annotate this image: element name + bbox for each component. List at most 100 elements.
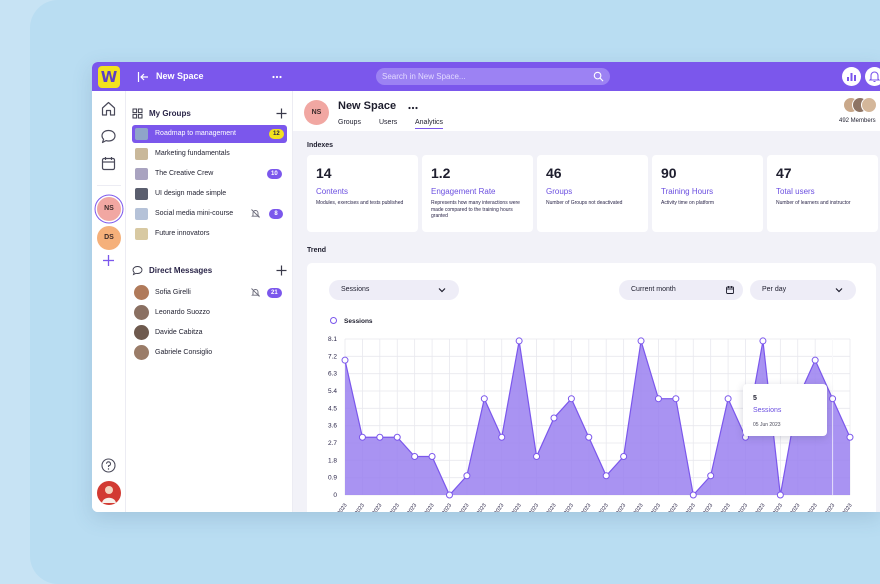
tab-groups[interactable]: Groups (338, 119, 361, 126)
chart-tooltip: 5 Sessions 05 Jun 2023 (743, 384, 827, 436)
chat-icon[interactable] (100, 128, 117, 145)
stat-description: Activity time on platform (661, 200, 715, 206)
group-thumbnail (135, 228, 148, 240)
space-avatar-ns[interactable]: NS (97, 197, 121, 221)
metric-select[interactable]: Sessions (329, 280, 459, 300)
data-point (811, 356, 819, 364)
indexes-title: Indexes (307, 142, 334, 149)
period-select-value: Current month (631, 286, 676, 293)
period-select[interactable]: Current month (619, 280, 743, 300)
user-avatar[interactable] (97, 481, 121, 505)
group-label: UI design made simple (155, 190, 227, 197)
stat-value: 1.2 (431, 165, 451, 181)
group-label: Future innovators (155, 230, 210, 237)
dm-item[interactable]: Leonardo Suozzo (132, 304, 287, 322)
y-tick-label: 5.4 (328, 388, 337, 395)
data-point (620, 452, 628, 460)
group-item[interactable]: Roadmap to management 12 (132, 125, 287, 143)
data-point (411, 452, 419, 460)
stat-card-groups[interactable]: 46 Groups Number of Groups not deactivat… (537, 155, 648, 232)
group-item[interactable]: UI design made simple (132, 185, 287, 203)
group-item[interactable]: The Creative Crew 10 (132, 165, 287, 183)
data-point (498, 433, 506, 441)
stat-label: Groups (546, 187, 573, 196)
data-point (846, 433, 854, 441)
legend-label[interactable]: Sessions (344, 318, 373, 325)
granularity-select[interactable]: Per day (750, 280, 856, 300)
tooltip-value: 5 (753, 395, 757, 402)
more-horizontal-icon[interactable] (272, 75, 282, 79)
space-avatar: NS (304, 100, 329, 125)
collapse-sidebar-icon[interactable] (137, 71, 149, 83)
group-thumbnail (135, 148, 148, 160)
data-point (637, 337, 645, 345)
group-label: Roadmap to management (155, 130, 236, 137)
space-menu-icon[interactable] (408, 106, 418, 110)
data-point (376, 433, 384, 441)
direct-messages-title: Direct Messages (149, 266, 213, 275)
dm-avatar (134, 285, 149, 300)
search-input[interactable] (382, 68, 582, 85)
search-icon[interactable] (593, 71, 604, 82)
add-space-icon[interactable] (100, 252, 117, 269)
stat-label: Training Hours (661, 187, 714, 196)
stat-value: 46 (546, 165, 562, 181)
y-tick-label: 8.1 (328, 336, 337, 343)
unread-badge: 10 (267, 169, 282, 179)
space-avatar-ds[interactable]: DS (97, 226, 121, 250)
dm-item[interactable]: Davide Cabitza (132, 324, 287, 342)
group-item[interactable]: Marketing fundamentals (132, 145, 287, 163)
data-point (393, 433, 401, 441)
stat-card-total-users[interactable]: 47 Total users Number of learners and in… (767, 155, 878, 232)
groups-panel: My Groups Roadmap to management 12 Marke… (126, 91, 293, 512)
granularity-select-value: Per day (762, 286, 787, 293)
y-tick-label: 6.3 (328, 371, 337, 378)
data-point (689, 491, 697, 499)
data-point (358, 433, 366, 441)
dm-item[interactable]: Gabriele Consiglio (132, 344, 287, 362)
data-point (724, 395, 732, 403)
data-point (654, 395, 662, 403)
tooltip-series: Sessions (753, 407, 782, 414)
space-title: New Space (338, 100, 397, 112)
data-point (567, 395, 575, 403)
add-message-icon[interactable] (276, 265, 287, 276)
search-bar[interactable] (376, 68, 610, 85)
stat-value: 14 (316, 165, 332, 181)
stat-description: Modules, exercises and tests published (316, 200, 404, 206)
y-tick-label: 0 (333, 492, 337, 499)
stat-description: Number of learners and instructor (776, 200, 851, 206)
stat-label: Contents (316, 187, 349, 196)
group-item[interactable]: Future innovators (132, 225, 287, 243)
y-tick-label: 2.7 (328, 440, 337, 447)
tab-analytics[interactable]: Analytics (415, 119, 444, 129)
notifications-button[interactable] (865, 67, 880, 86)
data-point (480, 395, 488, 403)
stat-card-contents[interactable]: 14 Contents Modules, exercises and tests… (307, 155, 418, 232)
chevron-down-icon (835, 288, 843, 293)
group-label: The Creative Crew (155, 170, 214, 177)
dm-item[interactable]: Sofia Girelli 21 (132, 284, 287, 302)
tab-users[interactable]: Users (379, 119, 398, 126)
x-tick-label: 08 May 2023 (325, 503, 348, 512)
add-group-icon[interactable] (276, 108, 287, 119)
calendar-icon[interactable] (100, 155, 117, 172)
unread-badge: 21 (267, 288, 282, 298)
group-thumbnail (135, 168, 148, 180)
home-icon[interactable] (100, 100, 117, 117)
main-content: NS New Space Groups Users Analytics 492 … (293, 91, 880, 512)
stat-card-engagement[interactable]: 1.2 Engagement Rate Represents how many … (422, 155, 533, 232)
stat-card-training-hours[interactable]: 90 Training Hours Activity time on platf… (652, 155, 763, 232)
rail-divider (97, 185, 121, 186)
help-icon[interactable] (100, 457, 117, 474)
members-count: 492 Members (839, 118, 876, 124)
data-point (759, 337, 767, 345)
space-header: NS New Space Groups Users Analytics 492 … (293, 91, 880, 131)
group-item[interactable]: Social media mini-course 8 (132, 205, 287, 223)
stat-description: Represents how many interactions were ma… (431, 200, 520, 219)
data-point (463, 472, 471, 480)
analytics-button[interactable] (842, 67, 861, 86)
member-avatars[interactable] (843, 97, 877, 113)
app-logo[interactable]: W (98, 66, 120, 88)
user-avatar-icon (102, 486, 116, 503)
